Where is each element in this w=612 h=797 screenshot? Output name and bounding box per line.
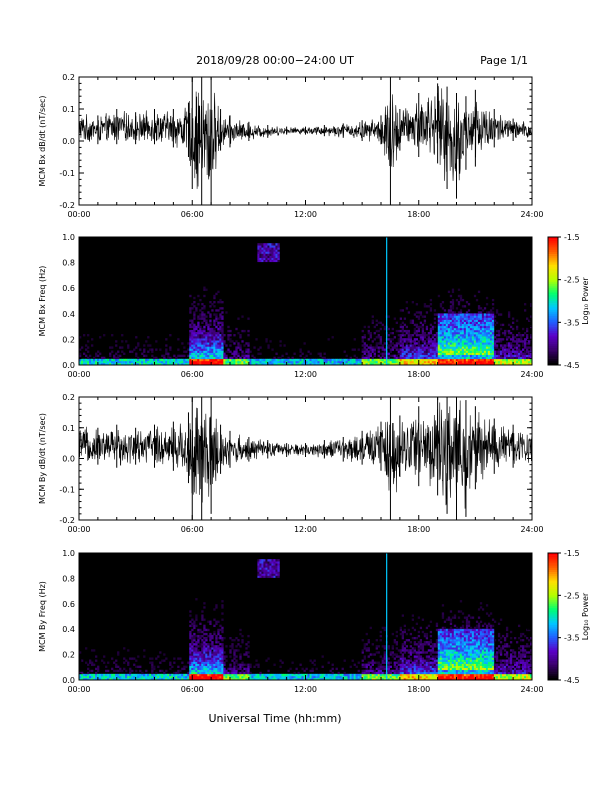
colorbar-tick-label: -1.5 (564, 233, 580, 242)
panels: 00:00 06:00 12:00 18:00 24:00 0.2 0.1 0.0 -0.1 -0… (38, 73, 590, 694)
panel-3: 00:00 06:00 12:00 18:00 24:00 0.2 0.1 0.0 -0.1 -0… (38, 393, 544, 534)
y-tick-label: 0.8 (62, 574, 75, 583)
y-tick-label: 1.0 (62, 233, 75, 242)
x-tick-label: 12:00 (294, 370, 317, 379)
colorbar-tick-label: -1.5 (564, 549, 580, 558)
y-tick-label: 1.0 (62, 549, 75, 558)
x-tick-label: 18:00 (407, 525, 430, 534)
y-tick-label: 0.2 (62, 651, 75, 660)
y-tick-label: 0.4 (62, 310, 75, 319)
x-tick-label: 24:00 (520, 685, 543, 694)
x-tick-label: 00:00 (67, 525, 90, 534)
y-axis-title: MCM By Freq (Hz) (38, 581, 47, 652)
y-tick-label: -0.1 (59, 169, 75, 178)
panel-1: 00:00 06:00 12:00 18:00 24:00 0.2 0.1 0.0 -0.1 -0… (38, 73, 544, 219)
y-tick-label: 0.2 (62, 393, 75, 402)
colorbar-tick-label: -3.5 (564, 634, 580, 643)
x-tick-label: 24:00 (520, 525, 543, 534)
y-tick-label: 0.0 (62, 676, 75, 685)
y-axis-title: MCM Bx Freq (Hz) (38, 266, 47, 337)
colorbar-label: Log₁₀ Power (581, 277, 590, 325)
colorbar-tick-label: -4.5 (564, 361, 580, 370)
x-tick-label: 06:00 (181, 370, 204, 379)
y-tick-label: 0.0 (62, 137, 75, 146)
y-tick-label: 0.8 (62, 259, 75, 268)
x-tick-label: 12:00 (294, 210, 317, 219)
x-tick-label: 24:00 (520, 210, 543, 219)
y-tick-label: 0.6 (62, 600, 75, 609)
y-tick-label: 0.1 (62, 105, 75, 114)
plot-frame (79, 77, 532, 205)
y-axis-title: MCM Bx dB/dt (nT/sec) (38, 95, 47, 186)
y-axis-title: MCM By dB/dt (nT/sec) (38, 413, 47, 504)
x-tick-label: 18:00 (407, 685, 430, 694)
colorbar-tick-label: -3.5 (564, 318, 580, 327)
colorbar-tick-label: -2.5 (564, 276, 580, 285)
colorbar-tick-label: -4.5 (564, 676, 580, 685)
page-number: Page 1/1 (480, 54, 528, 67)
y-tick-label: 0.2 (62, 73, 75, 82)
colorbar: -1.5 -2.5 -3.5 -4.5 Log₁₀ Power (548, 233, 590, 370)
x-tick-label: 06:00 (181, 210, 204, 219)
x-tick-label: 12:00 (294, 685, 317, 694)
x-axis-title: Universal Time (hh:mm) (209, 712, 342, 725)
series-line (79, 86, 532, 189)
x-tick-label: 00:00 (67, 210, 90, 219)
colorbar-label: Log₁₀ Power (581, 592, 590, 640)
y-tick-label: 0.1 (62, 424, 75, 433)
x-tick-label: 24:00 (520, 370, 543, 379)
y-tick-label: -0.2 (59, 516, 75, 525)
y-tick-label: 0.6 (62, 284, 75, 293)
panel-2: -1.5 -2.5 -3.5 -4.5 Log₁₀ Power 00:00 06:00 12:… (38, 233, 590, 379)
x-tick-label: 12:00 (294, 525, 317, 534)
y-tick-label: 0.2 (62, 335, 75, 344)
x-tick-label: 00:00 (67, 685, 90, 694)
panel-4: -1.5 -2.5 -3.5 -4.5 Log₁₀ Power 00:00 06:00 12:… (38, 549, 590, 694)
x-tick-label: 00:00 (67, 370, 90, 379)
x-tick-label: 06:00 (181, 525, 204, 534)
y-tick-label: -0.1 (59, 485, 75, 494)
y-tick-label: 0.0 (62, 361, 75, 370)
x-tick-label: 18:00 (407, 370, 430, 379)
y-tick-label: -0.2 (59, 201, 75, 210)
x-tick-label: 18:00 (407, 210, 430, 219)
x-tick-label: 06:00 (181, 685, 204, 694)
page-title: 2018/09/28 00:00−24:00 UT (196, 54, 354, 67)
y-tick-label: 0.0 (62, 455, 75, 464)
colorbar: -1.5 -2.5 -3.5 -4.5 Log₁₀ Power (548, 549, 590, 685)
y-tick-label: 0.4 (62, 625, 75, 634)
colorbar-tick-label: -2.5 (564, 591, 580, 600)
